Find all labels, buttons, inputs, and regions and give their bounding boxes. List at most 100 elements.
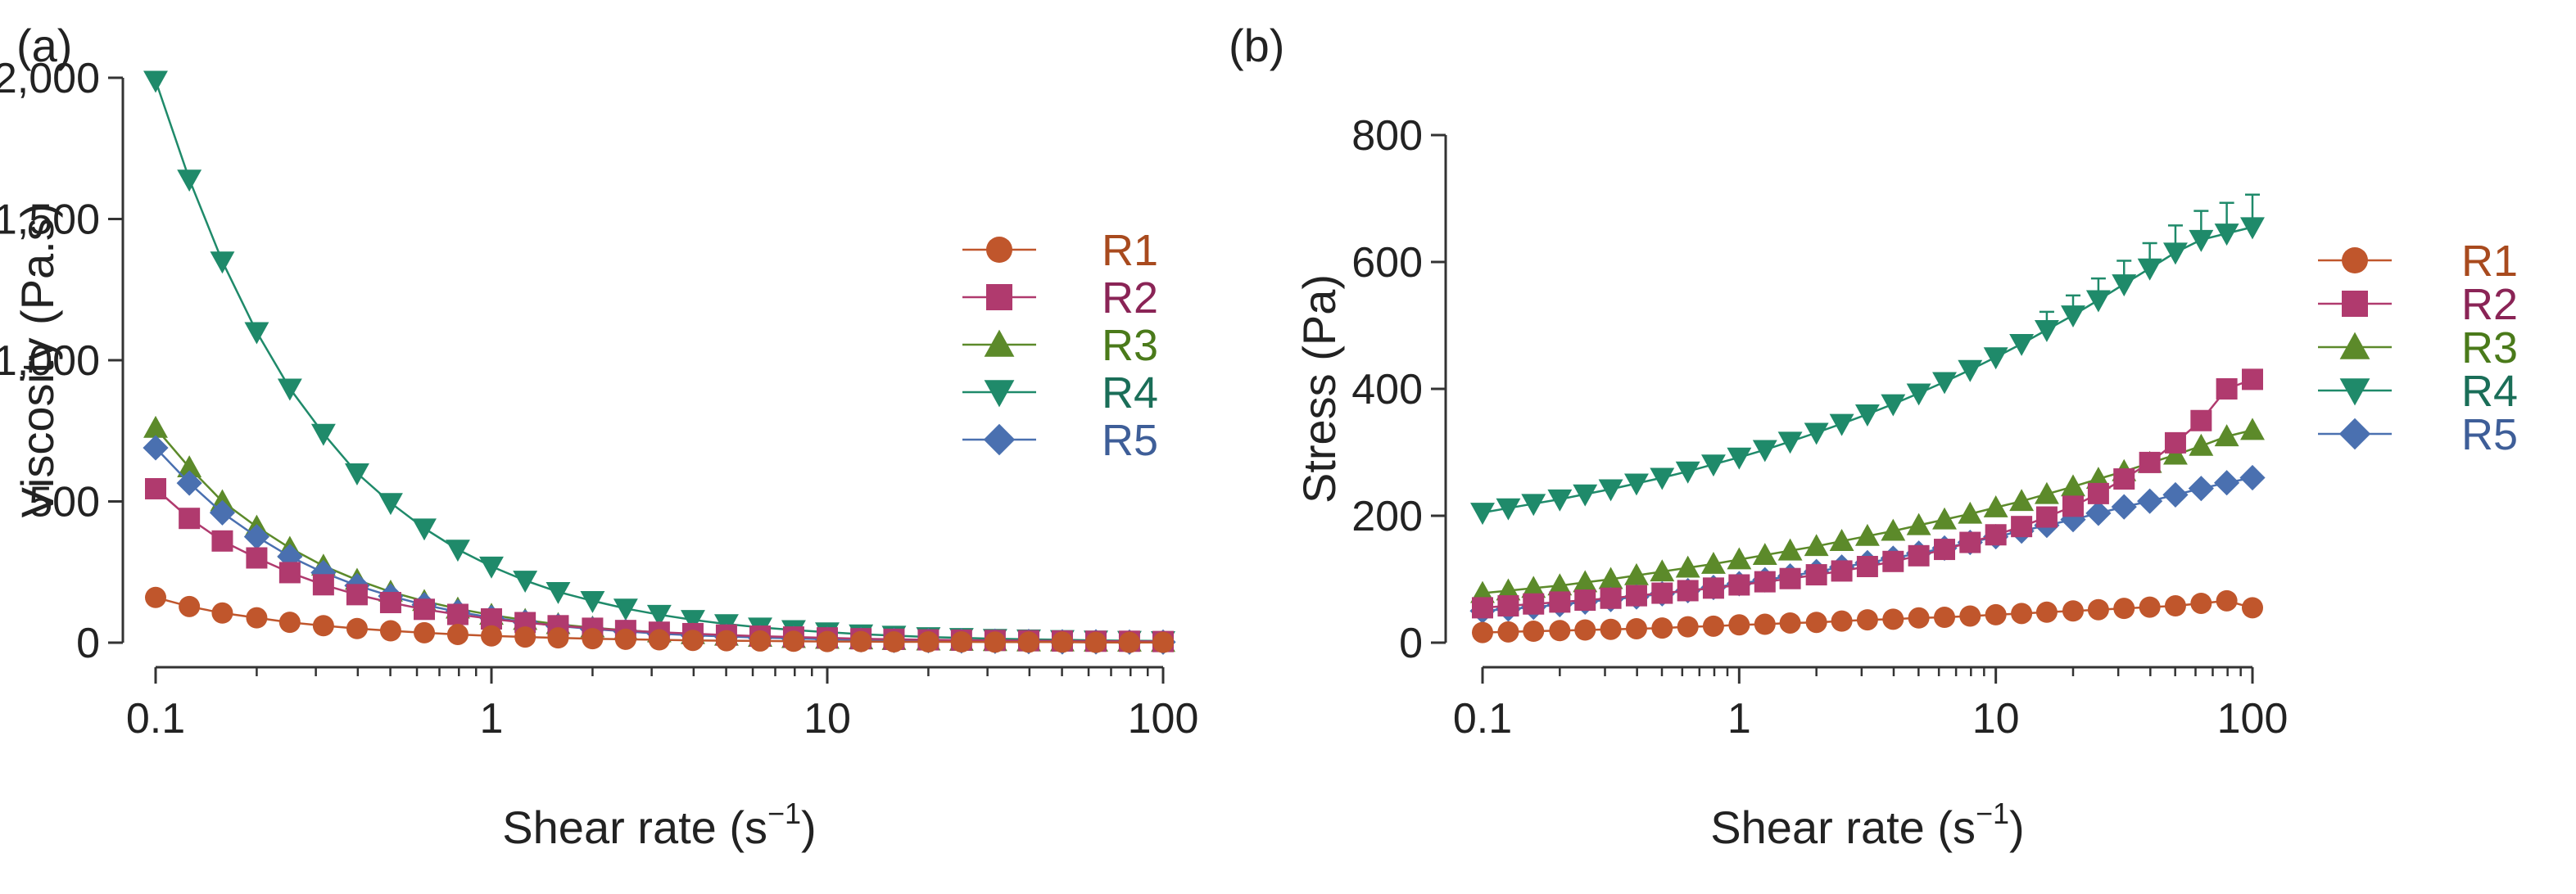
data-point — [2240, 217, 2265, 240]
data-point — [1728, 574, 1750, 596]
series-r4 — [1470, 193, 2265, 526]
data-point — [2087, 598, 2109, 621]
data-point — [346, 617, 368, 639]
legend-marker — [983, 423, 1016, 456]
data-point — [1779, 612, 1801, 634]
x-axis-label-text: Shear rate (s — [502, 801, 767, 853]
data-point — [1882, 608, 1904, 630]
data-point — [2111, 494, 2137, 520]
data-point — [1650, 467, 1675, 490]
data-point — [445, 540, 470, 562]
legend-item-r1: R1 — [2318, 237, 2518, 286]
data-point — [613, 598, 638, 621]
data-point — [278, 612, 301, 634]
x-axis-label-close: ) — [2009, 801, 2025, 853]
data-point — [2190, 409, 2212, 431]
data-point — [950, 630, 972, 652]
data-point — [749, 630, 772, 652]
legend-item-r5: R5 — [962, 416, 1158, 465]
data-point — [1752, 440, 1777, 463]
data-point — [2139, 596, 2161, 618]
data-point — [1651, 617, 1673, 639]
legend-marker — [986, 284, 1012, 310]
data-point — [850, 630, 872, 652]
data-point — [1779, 567, 1801, 589]
data-point — [1958, 359, 1983, 382]
y-axis-label: Viscosity (Pa.s) — [11, 203, 63, 518]
x-axis-label-sup: −1 — [1976, 797, 2009, 830]
data-point — [546, 581, 571, 604]
x-axis-label: Shear rate (s−1) — [502, 797, 816, 853]
data-point — [1754, 571, 1776, 593]
data-point — [984, 631, 1006, 653]
data-point — [1677, 580, 1699, 602]
data-point — [2164, 595, 2186, 617]
data-point — [1906, 512, 1931, 535]
data-point — [1651, 582, 1673, 604]
data-point — [2189, 433, 2214, 456]
data-point — [1521, 494, 1546, 517]
data-point — [2162, 242, 2188, 265]
data-point — [1777, 538, 1803, 561]
x-tick-label: 1 — [480, 695, 504, 743]
data-point — [179, 508, 201, 530]
data-point — [1777, 431, 1803, 454]
y-tick-label: 600 — [1351, 239, 1423, 287]
data-point — [1547, 573, 1573, 596]
data-point — [143, 435, 169, 461]
data-point — [917, 630, 939, 652]
data-point — [1881, 394, 1906, 417]
legend-label: R1 — [1102, 226, 1158, 275]
data-point — [1856, 556, 1878, 577]
data-point — [1702, 615, 1724, 637]
data-point — [2112, 274, 2137, 297]
data-point — [1854, 404, 1880, 427]
y-tick-label: 200 — [1351, 493, 1423, 540]
chart-panel-a: (a) 0 500 1,000 1,500 2,000 0.1 1 10 100 Shear rat… — [0, 20, 1198, 853]
data-point — [1675, 461, 1700, 484]
data-point — [346, 584, 368, 606]
data-point — [2085, 500, 2112, 526]
data-point — [514, 626, 536, 648]
data-point — [1908, 544, 1930, 567]
legend-marker — [2339, 378, 2370, 406]
y-tick-label: 0 — [1399, 620, 1423, 667]
y-tick-label: 400 — [1351, 366, 1423, 413]
data-point — [1497, 621, 1519, 643]
data-point — [1600, 618, 1622, 640]
legend-item-r4: R4 — [2318, 367, 2518, 416]
data-point — [1752, 543, 1777, 566]
data-point — [278, 562, 301, 584]
data-point — [481, 625, 502, 647]
data-point — [782, 630, 804, 652]
data-point — [1573, 484, 1598, 507]
legend-marker — [984, 380, 1015, 408]
legend-label: R3 — [2461, 323, 2518, 372]
legend-label: R2 — [1102, 273, 1158, 323]
data-point — [2139, 451, 2161, 473]
data-point — [1017, 631, 1039, 653]
data-point — [1805, 564, 1827, 586]
data-point — [580, 590, 605, 613]
panel-label: (b) — [1229, 20, 1284, 71]
y-tick-label: 500 — [29, 479, 100, 526]
x-axis-label-close: ) — [801, 801, 817, 853]
data-point — [1854, 523, 1880, 546]
data-point — [1804, 422, 1829, 445]
data-point — [2113, 598, 2135, 620]
data-point — [414, 598, 436, 621]
data-point — [2214, 470, 2240, 496]
data-point — [1677, 616, 1699, 638]
data-point — [210, 251, 235, 274]
data-point — [1574, 589, 1596, 612]
data-point — [145, 586, 166, 608]
data-point — [883, 630, 905, 652]
data-point — [2061, 305, 2085, 328]
chart-panel-b: (b) 0 200 400 600 800 0.1 1 10 100 Shear rate (s−1… — [1229, 20, 2518, 853]
legend-label: R4 — [1102, 368, 1158, 418]
data-point — [1934, 539, 1956, 561]
data-point — [1470, 503, 1495, 526]
data-point — [681, 630, 704, 652]
data-point — [2137, 488, 2163, 514]
